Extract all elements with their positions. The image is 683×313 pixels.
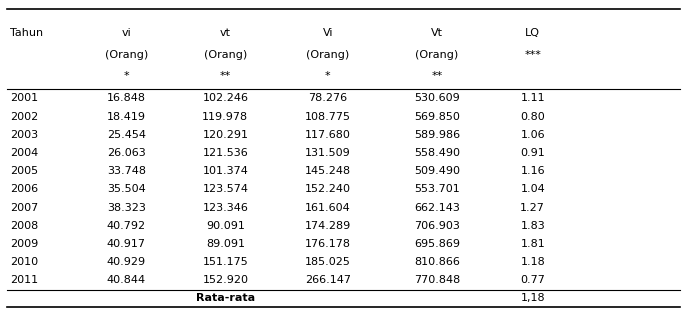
- Text: 1.04: 1.04: [520, 184, 545, 194]
- Text: 1.16: 1.16: [520, 166, 545, 176]
- Text: Tahun: Tahun: [10, 28, 43, 38]
- Text: 120.291: 120.291: [202, 130, 249, 140]
- Text: 810.866: 810.866: [414, 257, 460, 267]
- Text: vi: vi: [122, 28, 131, 38]
- Text: (Orang): (Orang): [104, 50, 148, 60]
- Text: 1.06: 1.06: [520, 130, 545, 140]
- Text: 152.920: 152.920: [202, 275, 249, 285]
- Text: 589.986: 589.986: [414, 130, 460, 140]
- Text: 33.748: 33.748: [107, 166, 146, 176]
- Text: *: *: [325, 71, 331, 81]
- Text: 2002: 2002: [10, 111, 38, 121]
- Text: 770.848: 770.848: [414, 275, 460, 285]
- Text: 662.143: 662.143: [414, 203, 460, 213]
- Text: 131.509: 131.509: [305, 148, 350, 158]
- Text: 2011: 2011: [10, 275, 38, 285]
- Text: 40.929: 40.929: [107, 257, 146, 267]
- Text: ***: ***: [525, 50, 541, 60]
- Text: 2005: 2005: [10, 166, 38, 176]
- Text: 38.323: 38.323: [107, 203, 145, 213]
- Text: 16.848: 16.848: [107, 93, 146, 103]
- Text: 2009: 2009: [10, 239, 38, 249]
- Text: 40.844: 40.844: [107, 275, 146, 285]
- Text: 151.175: 151.175: [203, 257, 248, 267]
- Text: 18.419: 18.419: [107, 111, 146, 121]
- Text: 1.81: 1.81: [520, 239, 545, 249]
- Text: 1.18: 1.18: [520, 257, 545, 267]
- Text: 0.80: 0.80: [520, 111, 545, 121]
- Text: 101.374: 101.374: [202, 166, 249, 176]
- Text: 2006: 2006: [10, 184, 38, 194]
- Text: 2007: 2007: [10, 203, 38, 213]
- Text: 2001: 2001: [10, 93, 38, 103]
- Text: 78.276: 78.276: [308, 93, 348, 103]
- Text: 2003: 2003: [10, 130, 38, 140]
- Text: 26.063: 26.063: [107, 148, 145, 158]
- Text: 695.869: 695.869: [414, 239, 460, 249]
- Text: 706.903: 706.903: [414, 221, 460, 231]
- Text: 145.248: 145.248: [305, 166, 351, 176]
- Text: 2004: 2004: [10, 148, 38, 158]
- Text: 1.27: 1.27: [520, 203, 545, 213]
- Text: 117.680: 117.680: [305, 130, 351, 140]
- Text: 40.917: 40.917: [107, 239, 146, 249]
- Text: 35.504: 35.504: [107, 184, 145, 194]
- Text: 40.792: 40.792: [107, 221, 146, 231]
- Text: (Orang): (Orang): [204, 50, 247, 60]
- Text: *: *: [124, 71, 129, 81]
- Text: 553.701: 553.701: [415, 184, 460, 194]
- Text: **: **: [432, 71, 443, 81]
- Text: 176.178: 176.178: [305, 239, 351, 249]
- Text: Vi: Vi: [322, 28, 333, 38]
- Text: 123.574: 123.574: [202, 184, 249, 194]
- Text: 1,18: 1,18: [520, 293, 545, 303]
- Text: 89.091: 89.091: [206, 239, 245, 249]
- Text: (Orang): (Orang): [306, 50, 350, 60]
- Text: 108.775: 108.775: [305, 111, 351, 121]
- Text: LQ: LQ: [525, 28, 540, 38]
- Text: 161.604: 161.604: [305, 203, 350, 213]
- Text: (Orang): (Orang): [415, 50, 459, 60]
- Text: 569.850: 569.850: [414, 111, 460, 121]
- Text: 530.609: 530.609: [415, 93, 460, 103]
- Text: 185.025: 185.025: [305, 257, 351, 267]
- Text: 2010: 2010: [10, 257, 38, 267]
- Text: vt: vt: [220, 28, 231, 38]
- Text: 102.246: 102.246: [202, 93, 249, 103]
- Text: Vt: Vt: [431, 28, 443, 38]
- Text: 123.346: 123.346: [202, 203, 249, 213]
- Text: 1.83: 1.83: [520, 221, 545, 231]
- Text: 2008: 2008: [10, 221, 38, 231]
- Text: 152.240: 152.240: [305, 184, 351, 194]
- Text: 119.978: 119.978: [202, 111, 249, 121]
- Text: 509.490: 509.490: [414, 166, 460, 176]
- Text: 25.454: 25.454: [107, 130, 146, 140]
- Text: 558.490: 558.490: [414, 148, 460, 158]
- Text: 174.289: 174.289: [305, 221, 351, 231]
- Text: Rata-rata: Rata-rata: [196, 293, 255, 303]
- Text: **: **: [220, 71, 231, 81]
- Text: 90.091: 90.091: [206, 221, 245, 231]
- Text: 0.77: 0.77: [520, 275, 545, 285]
- Text: 121.536: 121.536: [203, 148, 248, 158]
- Text: 1.11: 1.11: [520, 93, 545, 103]
- Text: 266.147: 266.147: [305, 275, 351, 285]
- Text: 0.91: 0.91: [520, 148, 545, 158]
